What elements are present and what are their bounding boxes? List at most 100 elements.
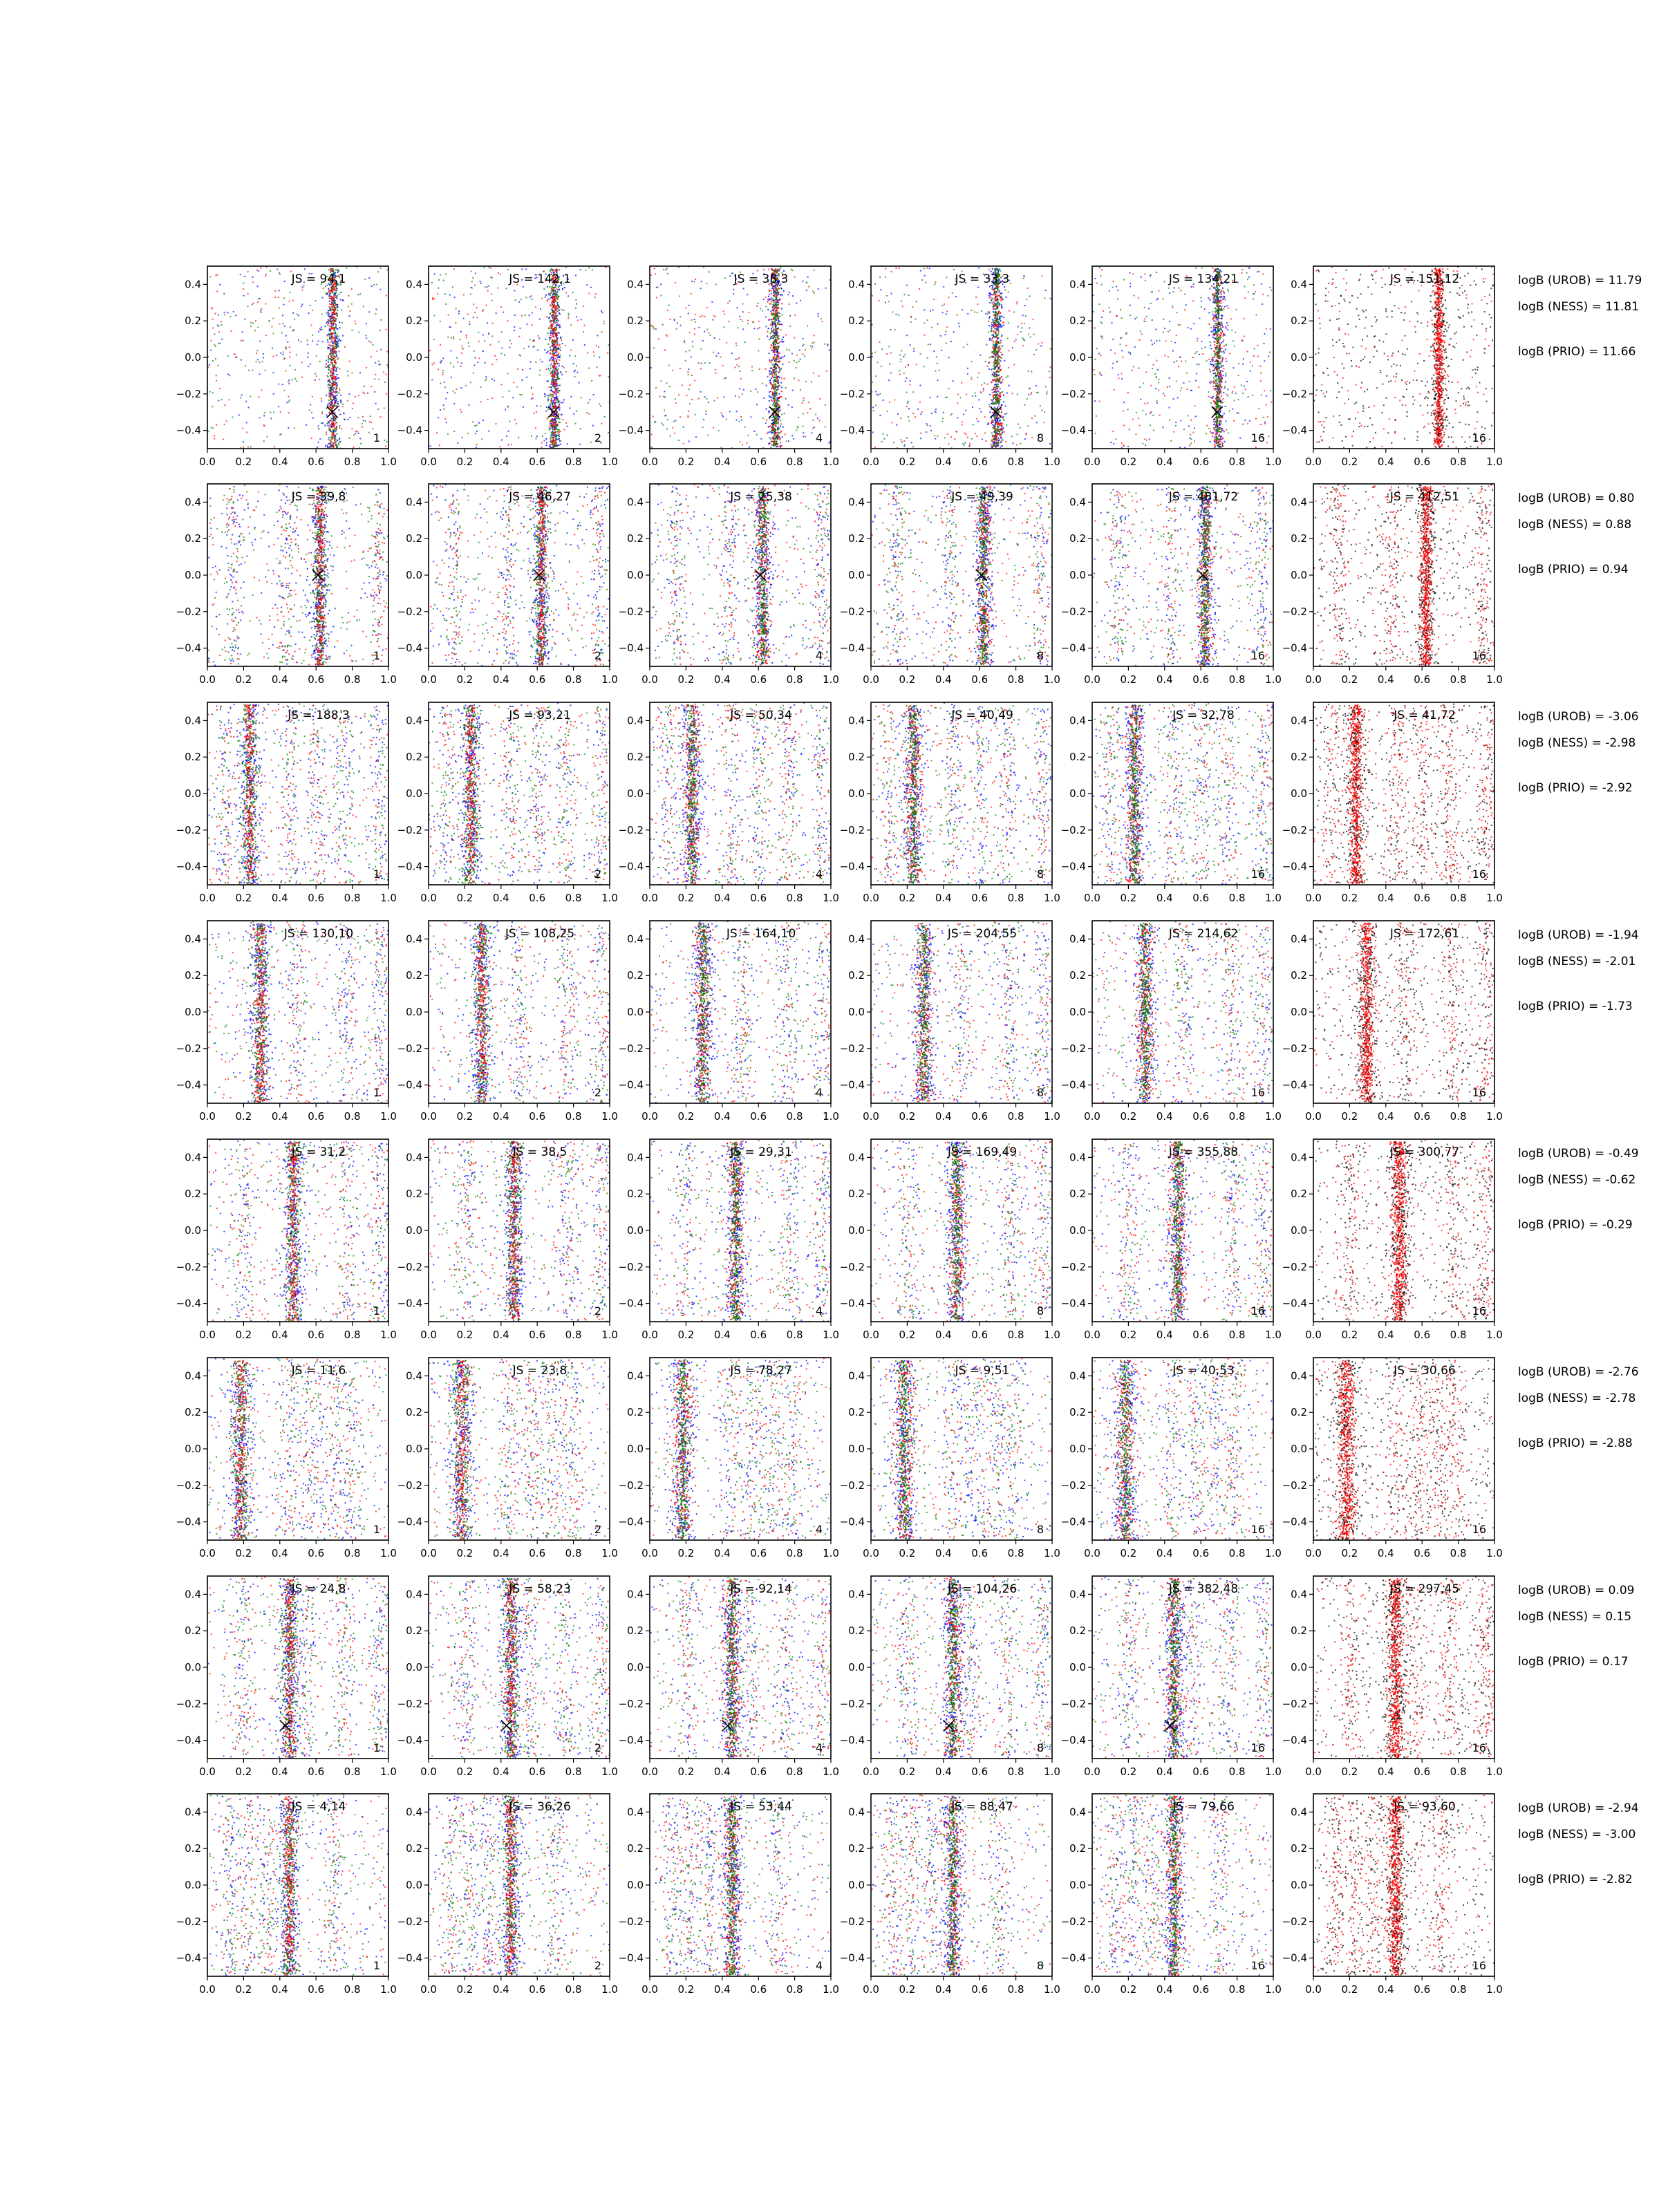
- scatter-point: [552, 353, 554, 354]
- scatter-point: [342, 335, 344, 337]
- scatter-point: [771, 371, 772, 373]
- scatter-point: [590, 442, 592, 443]
- scatter-point: [550, 286, 551, 288]
- scatter-point: [240, 274, 241, 275]
- scatter-point: [567, 443, 568, 444]
- scatter-point: [554, 344, 555, 345]
- scatter-point: [981, 384, 982, 386]
- scatter-point: [288, 396, 289, 397]
- scatter-point: [319, 361, 321, 362]
- scatter-point: [883, 433, 884, 435]
- scatter-point: [1024, 305, 1026, 306]
- scatter-point: [775, 386, 776, 388]
- scatter-point: [776, 440, 778, 442]
- scatter-point: [1033, 334, 1035, 335]
- scatter-point: [771, 324, 773, 326]
- scatter-point: [817, 418, 818, 419]
- scatter-point: [556, 350, 557, 351]
- scatter-point: [321, 314, 323, 315]
- scatter-point: [890, 372, 892, 373]
- scatter-point: [939, 370, 940, 371]
- subplot-r1-c1: 0.0 0.2 0.4 0.6 0.8 1.00.40.20.0−0.2−0.4JS = …: [176, 266, 397, 468]
- scatter-point: [306, 424, 307, 426]
- scatter-point: [1028, 334, 1029, 335]
- scatter-point: [991, 329, 993, 330]
- scatter-point: [468, 342, 469, 344]
- scatter-point: [733, 289, 734, 290]
- scatter-point: [776, 297, 777, 299]
- scatter-point: [448, 315, 449, 316]
- scatter-point: [550, 347, 551, 348]
- scatter-point: [964, 444, 965, 446]
- scatter-point: [822, 321, 823, 322]
- scatter-point: [552, 336, 554, 337]
- scatter-point: [304, 268, 306, 270]
- scatter-point: [793, 438, 794, 440]
- scatter-point: [767, 335, 768, 337]
- scatter-point: [556, 392, 557, 393]
- scatter-point: [535, 427, 536, 429]
- scatter-point: [989, 316, 991, 317]
- scatter-point: [767, 376, 769, 377]
- scatter-point: [355, 396, 356, 397]
- scatter-point: [1013, 442, 1014, 444]
- scatter-point: [550, 440, 552, 441]
- scatter-point: [263, 357, 264, 359]
- scatter-point: [779, 299, 780, 300]
- scatter-point: [956, 431, 957, 432]
- scatter-point: [692, 346, 693, 347]
- scatter-point: [930, 397, 931, 398]
- scatter-point: [773, 437, 774, 438]
- scatter-point: [310, 305, 311, 306]
- scatter-point: [549, 446, 550, 447]
- scatter-point: [548, 368, 550, 370]
- scatter-point: [507, 373, 508, 374]
- scatter-point: [367, 393, 368, 394]
- scatter-point: [987, 314, 988, 315]
- scatter-point: [243, 283, 244, 284]
- scatter-point: [688, 417, 689, 418]
- scatter-point: [331, 418, 332, 420]
- scatter-point: [826, 371, 827, 372]
- scatter-point: [322, 413, 324, 414]
- scatter-point: [729, 275, 731, 276]
- scatter-point: [224, 314, 225, 315]
- scatter-point: [337, 333, 338, 335]
- scatter-point: [211, 427, 212, 428]
- scatter-point: [736, 364, 738, 366]
- scatter-point: [771, 269, 773, 270]
- scatter-point: [953, 380, 954, 382]
- scatter-point: [912, 391, 914, 393]
- scatter-point: [740, 371, 741, 372]
- scatter-point: [334, 292, 335, 294]
- scatter-point: [1020, 443, 1021, 444]
- scatter-point: [664, 396, 666, 397]
- scatter-point: [795, 367, 796, 368]
- scatter-point: [301, 306, 302, 307]
- scatter-point: [769, 412, 770, 413]
- scatter-point: [813, 373, 814, 374]
- scatter-point: [774, 299, 776, 301]
- scatter-point: [747, 294, 748, 295]
- scatter-point: [803, 400, 804, 401]
- scatter-point: [308, 366, 309, 367]
- scatter-point: [777, 337, 778, 339]
- scatter-point: [780, 442, 781, 444]
- scatter-point: [785, 334, 787, 335]
- scatter-point: [552, 429, 554, 431]
- scatter-point: [1004, 289, 1006, 290]
- scatter-point: [602, 312, 603, 313]
- scatter-point: [977, 287, 979, 288]
- scatter-point: [338, 377, 339, 379]
- scatter-point: [556, 302, 558, 303]
- scatter-point: [330, 338, 331, 339]
- x-tick-label: 0.8: [344, 456, 361, 468]
- scatter-point: [334, 295, 335, 297]
- scatter-point: [556, 308, 558, 309]
- scatter-point: [994, 379, 995, 381]
- scatter-point: [778, 371, 780, 373]
- scatter-point: [332, 343, 334, 344]
- x-tick-label: 0.0: [199, 456, 216, 468]
- scatter-point: [588, 267, 590, 268]
- scatter-point: [433, 362, 435, 364]
